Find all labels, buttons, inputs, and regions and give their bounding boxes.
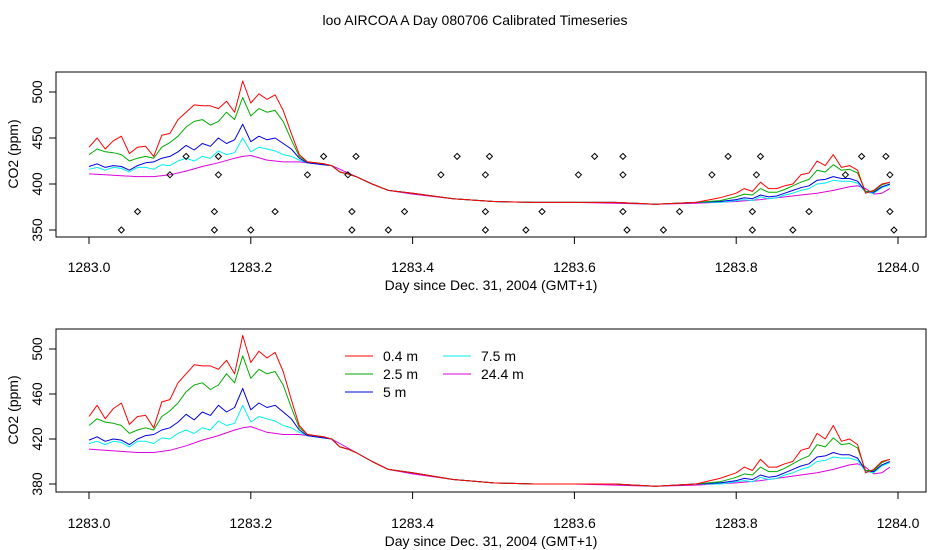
diamond-marker [352,152,360,161]
diamond-marker [724,152,732,161]
diamond-marker [271,207,279,216]
diamond-marker [133,207,142,216]
diamond-marker [247,226,255,234]
diamond-marker [619,152,627,161]
diamond-marker [481,171,490,179]
diamond-marker [748,226,757,234]
diamond-marker [214,171,223,179]
series-line [88,426,891,487]
y-tick-label: 350 [29,218,45,242]
y-tick-label: 460 [29,382,45,406]
diamond-marker [574,171,583,179]
y-tick-label: 450 [29,126,45,150]
x-tick-label: 1283.6 [553,515,596,531]
legend-label: 0.4 m [383,348,418,364]
diamond-marker [857,152,866,161]
series-line [88,80,891,205]
x-tick-label: 1284.0 [877,259,920,275]
diamond-marker [841,171,850,179]
series-group [88,80,891,205]
x-tick-label: 1284.0 [877,515,920,531]
diamond-marker [303,171,312,179]
series-line [88,335,891,487]
diamond-marker [619,171,627,179]
y-tick-label: 500 [29,80,45,104]
diamond-marker [619,207,627,216]
diamond-marker [348,207,356,216]
legend-label: 24.4 m [481,366,524,382]
diamond-marker [485,152,494,161]
top-x-axis-label: Day since Dec. 31, 2004 (GMT+1) [385,277,598,293]
figure-title: loo AIRCOA A Day 080706 Calibrated Times… [322,12,627,28]
y-tick-label: 380 [29,472,45,496]
x-tick-label: 1283.8 [715,515,758,531]
diamond-marker [886,207,894,216]
x-tick-label: 1283.4 [391,259,434,275]
diamond-marker [882,152,890,161]
x-tick-label: 1283.4 [391,515,434,531]
diamond-marker [789,226,797,234]
diamond-marker [481,207,490,216]
diamond-marker [522,226,530,234]
diamond-marker [117,226,126,234]
diamond-marker [453,152,461,161]
diamond-marker [481,226,490,234]
diamond-marker [384,226,393,234]
diamond-marker [214,152,223,161]
diamond-marker [752,171,761,179]
diamond-marker [659,226,668,234]
diamond-marker [623,226,631,234]
series-group [88,335,891,487]
diamond-marker [437,171,445,179]
bottom-x-axis-label: Day since Dec. 31, 2004 (GMT+1) [385,533,598,549]
diamond-marker [319,152,328,161]
top-panel: CO2 (ppm) Day since Dec. 31, 2004 (GMT+1… [5,71,927,293]
x-tick-label: 1283.0 [68,515,111,531]
y-tick-label: 500 [29,337,45,361]
y-tick-label: 420 [29,427,45,451]
diamond-marker [400,207,409,216]
diamond-marker [538,207,546,216]
diamond-marker [210,207,219,216]
diamond-marker [166,171,174,179]
series-line [88,404,891,487]
diamond-marker [210,226,219,234]
legend-label: 5 m [383,384,406,400]
bottom-panel: CO2 (ppm) Day since Dec. 31, 2004 (GMT+1… [5,328,927,549]
x-tick-label: 1283.0 [68,259,111,275]
diamond-marker [890,226,898,234]
legend-label: 2.5 m [383,366,418,382]
diamond-marker [675,207,684,216]
diamond-marker [344,171,352,179]
diamond-marker [886,171,894,179]
x-tick-label: 1283.2 [229,259,272,275]
legend-label: 7.5 m [481,348,516,364]
diamond-marker [708,171,716,179]
y-tick-label: 400 [29,172,45,196]
top-y-axis-label: CO2 (ppm) [5,119,21,188]
bottom-y-axis-label: CO2 (ppm) [5,375,21,444]
series-line [88,137,891,205]
diamond-marker [748,207,757,216]
diamond-marker [348,226,356,234]
diamond-marker [756,152,765,161]
diamond-marker [182,152,190,161]
x-tick-label: 1283.2 [229,515,272,531]
x-tick-label: 1283.6 [553,259,596,275]
diamond-marker [590,152,599,161]
diamond-marker [805,207,813,216]
x-tick-label: 1283.8 [715,259,758,275]
